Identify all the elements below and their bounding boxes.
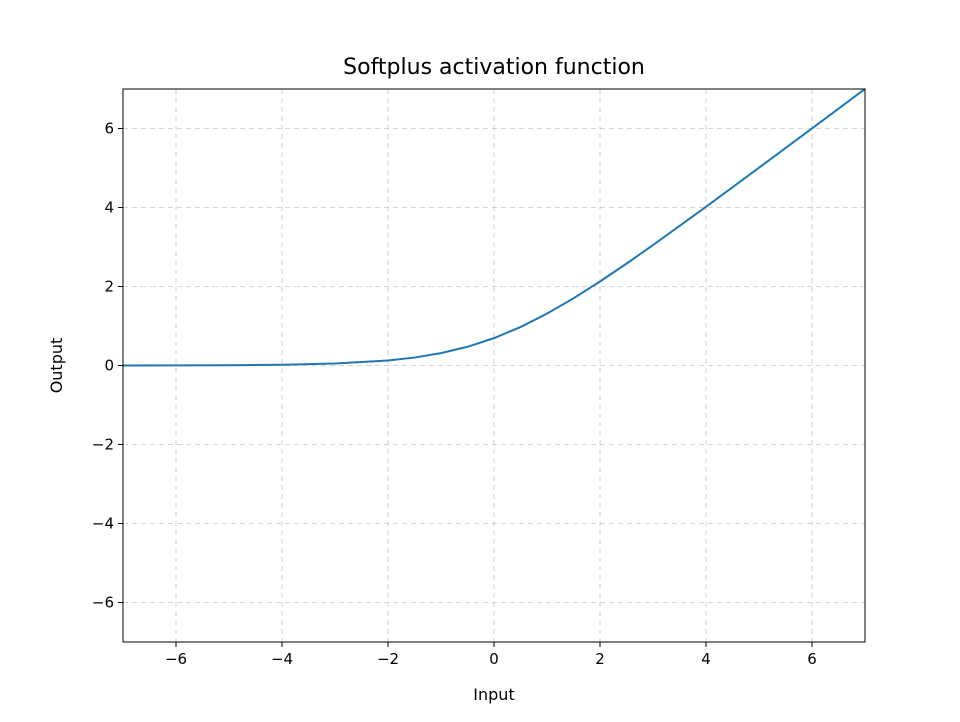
y-tick-label: 4 <box>104 199 114 217</box>
y-tick-label: −6 <box>92 594 114 612</box>
x-tick-label: 6 <box>807 650 817 668</box>
y-tick-label: 6 <box>104 120 114 138</box>
x-tick-label: 0 <box>489 650 499 668</box>
softplus-series-line <box>122 88 866 367</box>
x-tick-label: 4 <box>701 650 711 668</box>
y-axis: −6 −4 −2 0 2 4 6 <box>92 120 123 612</box>
x-tick-label: −2 <box>377 650 399 668</box>
y-tick-label: −2 <box>92 436 114 454</box>
x-axis-label: Input <box>473 685 514 704</box>
y-axis-label: Output <box>47 338 66 394</box>
grid <box>123 89 865 642</box>
y-tick-label: 0 <box>104 357 114 375</box>
x-tick-label: 2 <box>595 650 605 668</box>
x-tick-label: −4 <box>271 650 293 668</box>
x-tick-label: −6 <box>165 650 187 668</box>
y-tick-label: 2 <box>104 278 114 296</box>
chart-title: Softplus activation function <box>343 55 645 80</box>
x-axis: −6 −4 −2 0 2 4 6 <box>165 642 817 668</box>
series-layer <box>122 88 866 367</box>
y-tick-label: −4 <box>92 515 114 533</box>
